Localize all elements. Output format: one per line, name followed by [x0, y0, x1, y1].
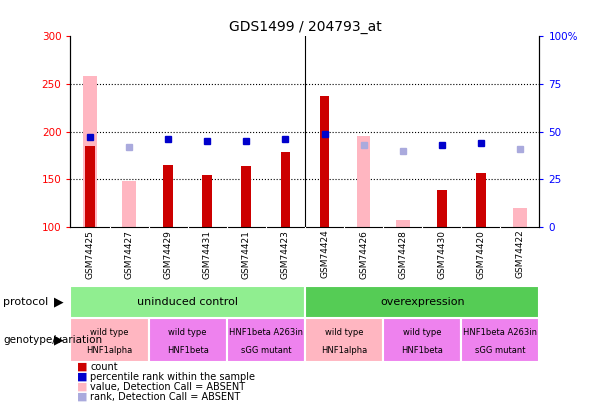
Text: GSM74428: GSM74428 [398, 230, 407, 279]
Text: overexpression: overexpression [380, 297, 465, 307]
Bar [227, 318, 305, 362]
Text: rank, Detection Call = ABSENT: rank, Detection Call = ABSENT [90, 392, 240, 402]
Bar [83, 77, 97, 227]
Bar [476, 173, 485, 227]
Bar [357, 136, 370, 227]
Bar [70, 318, 149, 362]
Bar [462, 318, 539, 362]
Bar [85, 146, 95, 227]
Text: GSM74423: GSM74423 [281, 230, 290, 279]
Text: value, Detection Call = ABSENT: value, Detection Call = ABSENT [90, 382, 245, 392]
Bar [202, 175, 212, 227]
Bar [163, 165, 173, 227]
Text: HNF1alpha: HNF1alpha [321, 345, 367, 354]
Text: HNF1beta: HNF1beta [167, 345, 208, 354]
Text: HNF1beta: HNF1beta [402, 345, 443, 354]
Text: GSM74422: GSM74422 [516, 230, 524, 279]
Bar [281, 151, 291, 227]
Text: percentile rank within the sample: percentile rank within the sample [90, 372, 255, 382]
Text: HNF1beta A263in: HNF1beta A263in [463, 328, 538, 337]
Text: ▶: ▶ [54, 295, 64, 308]
Text: wild type: wild type [169, 328, 207, 337]
Text: ■: ■ [77, 362, 87, 371]
Text: GSM74429: GSM74429 [164, 230, 173, 279]
Text: protocol: protocol [3, 297, 48, 307]
Text: ■: ■ [77, 392, 87, 402]
Text: genotype/variation: genotype/variation [3, 335, 102, 345]
Bar [437, 190, 447, 227]
Text: sGG mutant: sGG mutant [241, 345, 291, 354]
Text: GSM74430: GSM74430 [437, 230, 446, 279]
Text: GSM74426: GSM74426 [359, 230, 368, 279]
Bar [513, 208, 527, 227]
Bar [122, 181, 136, 227]
Text: GSM74425: GSM74425 [86, 230, 94, 279]
Bar [70, 286, 305, 318]
Bar [305, 318, 383, 362]
Text: ■: ■ [77, 372, 87, 382]
Text: sGG mutant: sGG mutant [475, 345, 525, 354]
Title: GDS1499 / 204793_at: GDS1499 / 204793_at [229, 20, 381, 34]
Text: GSM74424: GSM74424 [320, 230, 329, 279]
Text: wild type: wild type [325, 328, 364, 337]
Bar [383, 318, 462, 362]
Text: ▶: ▶ [54, 334, 64, 347]
Text: HNF1beta A263in: HNF1beta A263in [229, 328, 303, 337]
Text: count: count [90, 362, 118, 371]
Text: uninduced control: uninduced control [137, 297, 238, 307]
Text: wild type: wild type [403, 328, 441, 337]
Text: GSM74431: GSM74431 [203, 230, 211, 279]
Bar [319, 96, 329, 227]
Text: GSM74421: GSM74421 [242, 230, 251, 279]
Text: wild type: wild type [90, 328, 129, 337]
Bar [396, 220, 409, 227]
Text: GSM74420: GSM74420 [476, 230, 485, 279]
Text: HNF1alpha: HNF1alpha [86, 345, 132, 354]
Bar [149, 318, 227, 362]
Bar [242, 166, 251, 227]
Text: ■: ■ [77, 382, 87, 392]
Bar [305, 286, 539, 318]
Text: GSM74427: GSM74427 [124, 230, 134, 279]
